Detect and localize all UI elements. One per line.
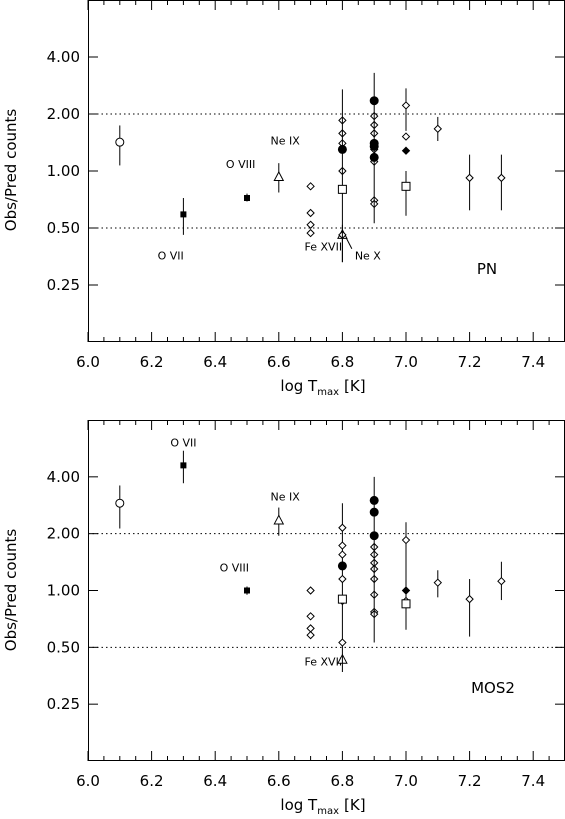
data-point-open-circle [115, 498, 125, 508]
data-point-open-diamond [433, 578, 443, 587]
x-axis-title-unit: [K] [344, 377, 366, 395]
panel-label: MOS2 [471, 679, 515, 697]
x-tick-label: 7.0 [394, 353, 418, 371]
x-tick-label: 7.2 [458, 353, 482, 371]
annotation-label: O VII [170, 436, 196, 449]
x-tick-label: 6.0 [76, 353, 100, 371]
data-point-open-circle [115, 137, 125, 147]
x-tick-label: 6.4 [203, 353, 227, 371]
data-point-open-diamond [465, 594, 474, 604]
data-point-filled-circle [369, 141, 379, 151]
data-point-open-diamond [306, 586, 315, 595]
x-axis-title-sub: max [317, 387, 339, 398]
data-point-open-diamond [306, 228, 315, 238]
data-point-open-diamond [497, 577, 506, 586]
x-tick-label: 6.6 [267, 772, 291, 790]
annotation-label: Fe XVII [305, 241, 343, 254]
data-point-open-diamond [338, 550, 347, 559]
y-axis-title: Obs/Pred counts [2, 529, 20, 652]
annotation-label: Ne IX [271, 135, 301, 148]
data-point-open-diamond [433, 124, 443, 134]
data-point-open-diamond [401, 101, 411, 110]
y-tick-label: 1.00 [47, 582, 80, 600]
x-tick-label: 6.0 [76, 772, 100, 790]
data-point-open-square [337, 184, 347, 194]
y-tick-label: 1.00 [47, 162, 80, 180]
x-tick-label: 7.0 [394, 772, 418, 790]
x-tick-label: 7.2 [458, 772, 482, 790]
x-tick-label: 7.4 [521, 353, 545, 371]
annotation-label: O VIII [220, 562, 249, 575]
data-point-filled-circle [337, 561, 347, 571]
data-point-filled-square [180, 211, 187, 218]
x-axis-title-main: log T [280, 377, 318, 395]
data-point-open-diamond [401, 535, 411, 545]
y-tick-label: 4.00 [47, 468, 80, 486]
data-point-open-diamond [338, 638, 347, 647]
x-axis-title: log Tmax [K] [280, 796, 365, 817]
x-tick-label: 7.4 [521, 772, 545, 790]
y-tick-label: 0.25 [47, 695, 80, 713]
data-point-open-diamond [306, 612, 315, 621]
x-axis-title-unit: [K] [344, 796, 366, 814]
data-point-open-diamond [338, 574, 347, 584]
data-point-filled-square [180, 462, 187, 469]
annotation-label: Fe XVII [305, 656, 343, 669]
x-tick-label: 6.6 [267, 353, 291, 371]
data-point-filled-square [244, 587, 250, 594]
x-tick-label: 6.2 [140, 772, 164, 790]
data-point-filled-diamond [401, 146, 411, 155]
data-point-filled-circle [369, 152, 379, 162]
data-point-open-diamond [306, 630, 315, 640]
x-tick-label: 6.8 [330, 772, 354, 790]
data-point-open-triangle [273, 514, 285, 525]
data-point-filled-square [244, 195, 250, 202]
data-point-open-diamond [306, 182, 315, 191]
plot-frame [88, 0, 565, 342]
data-point-open-diamond [338, 523, 347, 532]
chart-panel-pn: PN Obs/Pred counts log Tmax [K] 6.0 6.2 6.4… [2, 0, 565, 398]
data-point-filled-circle [369, 495, 379, 505]
y-tick-label: 2.00 [47, 525, 80, 543]
y-axis-title: Obs/Pred counts [2, 109, 20, 232]
data-point-open-diamond [497, 173, 506, 183]
annotation-label: O VII [158, 250, 184, 263]
x-tick-label: 6.8 [330, 353, 354, 371]
x-axis-title-sub: max [317, 806, 339, 817]
data-point-open-square [337, 594, 347, 604]
x-tick-label: 6.4 [203, 772, 227, 790]
annotation-label: O VIII [226, 158, 255, 171]
data-point-open-square [401, 599, 411, 609]
annotation-label: Ne IX [271, 490, 301, 503]
y-tick-label: 4.00 [47, 48, 80, 66]
data-point-open-diamond [338, 541, 347, 550]
annotation-label: Ne X [355, 250, 381, 263]
x-axis-title: log Tmax [K] [280, 377, 365, 398]
y-tick-label: 0.50 [47, 638, 80, 656]
panel-label: PN [477, 260, 497, 278]
x-tick-label: 6.2 [140, 353, 164, 371]
y-tick-label: 0.25 [47, 276, 80, 294]
data-point-filled-circle [369, 96, 379, 106]
data-point-filled-circle [369, 507, 379, 517]
y-tick-label: 2.00 [47, 105, 80, 123]
data-point-open-diamond [306, 208, 315, 218]
data-point-open-triangle [273, 170, 285, 181]
data-point-open-diamond [401, 132, 411, 141]
x-axis-title-main: log T [280, 796, 318, 814]
data-point-filled-diamond [401, 586, 411, 595]
data-point-open-square [401, 181, 411, 191]
data-point-open-diamond [306, 220, 315, 229]
chart-panel-mos2: MOS2 Obs/Pred counts log Tmax [K] 6.0 6.2 6… [2, 420, 565, 817]
y-tick-label: 0.50 [47, 219, 80, 237]
plot-frame [88, 420, 565, 761]
data-point-filled-circle [369, 531, 379, 541]
data-point-filled-circle [337, 144, 347, 154]
data-point-open-diamond [465, 173, 474, 183]
data-point-open-diamond [306, 624, 315, 633]
